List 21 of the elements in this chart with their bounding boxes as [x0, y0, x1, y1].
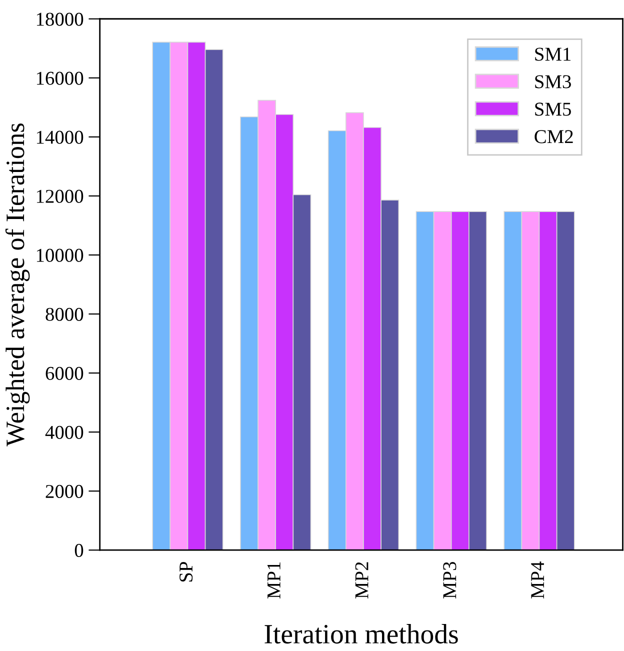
x-tick-label: MP3: [443, 562, 456, 598]
y-axis-title: Weighted average of Iterations: [5, 123, 30, 446]
legend-label: SM5: [535, 102, 571, 116]
legend-label: CM2: [534, 130, 573, 144]
y-tick-label: 2000: [46, 484, 84, 498]
y-tick-label: 0: [74, 544, 84, 558]
x-tick-label: MP1: [267, 562, 280, 598]
x-axis-title: Iteration methods: [264, 624, 458, 644]
y-tick-label: 8000: [46, 308, 84, 321]
legend-label: SM1: [535, 48, 571, 61]
x-tick-label: SP: [180, 562, 193, 582]
legend-label: SM3: [535, 75, 571, 88]
x-tick-label: MP4: [531, 562, 544, 598]
y-tick-label: 18000: [36, 12, 84, 26]
x-tick-label: MP2: [355, 562, 368, 598]
y-tick-label: 6000: [46, 366, 84, 380]
y-tick-label: 14000: [36, 130, 84, 144]
y-tick-label: 4000: [45, 426, 84, 439]
y-tick-label: 10000: [36, 248, 84, 262]
y-tick-label: 12000: [36, 190, 84, 203]
y-tick-label: 16000: [36, 72, 84, 85]
